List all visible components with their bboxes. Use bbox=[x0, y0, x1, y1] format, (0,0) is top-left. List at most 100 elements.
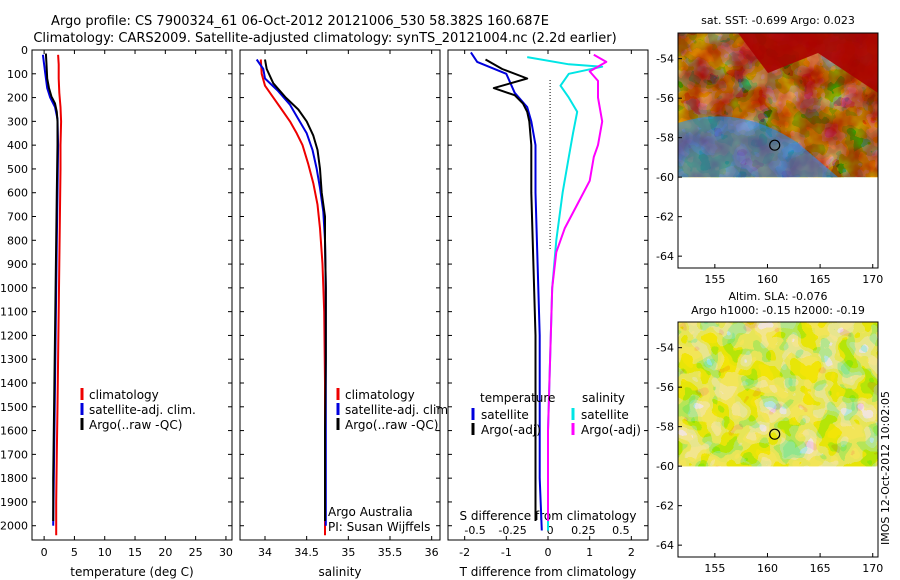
legend-title-temperature: temperature bbox=[480, 391, 555, 405]
sst-cold-region bbox=[678, 116, 838, 178]
temperature-plot-frame bbox=[31, 49, 233, 541]
temperature-xtick-label: 5 bbox=[71, 546, 78, 559]
sla-field-texture bbox=[678, 322, 878, 467]
temperature-profile-panel: 0100200300400500600700800900100011001200… bbox=[0, 44, 233, 579]
sst-map-panel: -54 -56 -58 -60 -62 -64 155 160 165 170 sat. SST: … bbox=[656, 14, 883, 286]
salinity-legend-label: climatology bbox=[345, 388, 415, 402]
temperature-series-line bbox=[44, 53, 59, 521]
depth-tick-label: 400 bbox=[7, 139, 28, 152]
difference-legend-label: satellite bbox=[581, 408, 629, 422]
difference-xtick-label: 2 bbox=[628, 546, 635, 559]
difference-series-line bbox=[470, 51, 543, 531]
title-line-2: Climatology: CARS2009. Satellite-adjuste… bbox=[33, 31, 616, 46]
difference-xtick-label: 0 bbox=[545, 546, 552, 559]
depth-tick-label: 1300 bbox=[0, 353, 28, 366]
sst-map-xtick-label: 165 bbox=[810, 273, 831, 286]
temperature-xtick-label: 15 bbox=[128, 546, 142, 559]
temperature-legend-label: Argo(..raw -QC) bbox=[89, 418, 182, 432]
depth-tick-label: 100 bbox=[7, 68, 28, 81]
salinity-legend-label: Argo(..raw -QC) bbox=[345, 418, 438, 432]
depth-tick-label: 1200 bbox=[0, 329, 28, 342]
sst-warm-region bbox=[678, 33, 878, 93]
salinity-series-line bbox=[259, 59, 326, 536]
depth-tick-label: 1800 bbox=[0, 472, 28, 485]
depth-tick-label: 200 bbox=[7, 92, 28, 105]
salinity-xtick-label: 36 bbox=[425, 546, 439, 559]
salinity-xtick-label: 34 bbox=[258, 546, 272, 559]
salinity-diff-tick-label: -0.25 bbox=[498, 524, 526, 537]
sla-map-xtick-label: 160 bbox=[757, 562, 778, 575]
depth-tick-label: 2000 bbox=[0, 520, 28, 533]
sla-map-ytick-label: -60 bbox=[656, 460, 674, 473]
timestamp-stamp: IMOS 12-Oct-2012 10:02:05 bbox=[879, 391, 892, 545]
sst-map-frame bbox=[677, 32, 879, 269]
salinity-xlabel: salinity bbox=[318, 565, 361, 579]
salinity-legend-label: satellite-adj. clim. bbox=[345, 403, 452, 417]
temperature-xtick-label: 20 bbox=[158, 546, 172, 559]
depth-tick-label: 1900 bbox=[0, 496, 28, 509]
sla-map-xtick-label: 155 bbox=[704, 562, 725, 575]
difference-series-line bbox=[547, 53, 608, 521]
depth-tick-label: 0 bbox=[21, 44, 28, 57]
temperature-legend-label: satellite-adj. clim. bbox=[89, 403, 196, 417]
sst-map-ytick-label: -64 bbox=[656, 250, 674, 263]
sst-map-xtick-label: 155 bbox=[704, 273, 725, 286]
salinity-diff-tick-label: -0.5 bbox=[464, 524, 485, 537]
difference-profile-panel: -2 -1 0 1 2 T difference from climatology -0.5… bbox=[447, 49, 649, 579]
sla-map-xtick-label: 170 bbox=[862, 562, 883, 575]
sla-map-title: Altim. SLA: -0.076 bbox=[728, 290, 827, 303]
salinity-diff-tick-label: 0 bbox=[547, 524, 554, 537]
sla-map-panel: -54 -56 -58 -60 -62 -64 155 160 165 170 Altim. SLA… bbox=[656, 290, 883, 575]
depth-tick-label: 1500 bbox=[0, 401, 28, 414]
argo-position-marker bbox=[769, 428, 781, 440]
sla-map-ytick-label: -54 bbox=[656, 342, 674, 355]
depth-tick-label: 1700 bbox=[0, 448, 28, 461]
difference-legend-label: satellite bbox=[481, 408, 529, 422]
temperature-legend-label: climatology bbox=[89, 388, 159, 402]
salinity-profile-panel: 34 34.5 35 35.5 36 salinity climatologysatelli… bbox=[239, 49, 452, 579]
sla-map-ytick-label: -62 bbox=[656, 500, 674, 513]
temperature-xlabel: temperature (deg C) bbox=[70, 565, 193, 579]
depth-tick-label: 600 bbox=[7, 187, 28, 200]
sst-map-xtick-label: 160 bbox=[757, 273, 778, 286]
difference-legend-label: Argo(-adj) bbox=[481, 423, 541, 437]
sla-map-subtitle: Argo h1000: -0.15 h2000: -0.19 bbox=[691, 304, 865, 317]
sla-map-xtick-label: 165 bbox=[810, 562, 831, 575]
float-attribution-text: PI: Susan Wijffels bbox=[328, 520, 430, 534]
temperature-xtick-label: 25 bbox=[189, 546, 203, 559]
sst-map-title: sat. SST: -0.699 Argo: 0.023 bbox=[701, 14, 855, 27]
salinity-xtick-label: 35.5 bbox=[378, 546, 403, 559]
depth-tick-label: 1100 bbox=[0, 306, 28, 319]
depth-tick-label: 700 bbox=[7, 211, 28, 224]
sst-map-ytick-label: -54 bbox=[656, 53, 674, 66]
temperature-xtick-label: 30 bbox=[219, 546, 233, 559]
sst-map-ytick-label: -56 bbox=[656, 92, 674, 105]
depth-tick-label: 1000 bbox=[0, 282, 28, 295]
temperature-xtick-label: 10 bbox=[98, 546, 112, 559]
depth-tick-label: 500 bbox=[7, 163, 28, 176]
difference-xtick-label: -2 bbox=[459, 546, 470, 559]
sla-map-ytick-label: -56 bbox=[656, 381, 674, 394]
salinity-series-line bbox=[264, 59, 327, 521]
difference-xlabel: T difference from climatology bbox=[459, 565, 637, 579]
sla-map-frame bbox=[677, 321, 879, 558]
depth-tick-label: 1600 bbox=[0, 425, 28, 438]
salinity-xtick-label: 34.5 bbox=[294, 546, 319, 559]
salinity-plot-frame bbox=[239, 49, 441, 541]
float-attribution-text: Argo Australia bbox=[328, 505, 413, 519]
temperature-series-line bbox=[55, 54, 63, 536]
sst-map-xtick-label: 170 bbox=[862, 273, 883, 286]
salinity-xtick-label: 35 bbox=[341, 546, 355, 559]
salinity-diff-tick-label: 0.25 bbox=[571, 524, 596, 537]
depth-tick-label: 1400 bbox=[0, 377, 28, 390]
depth-tick-label: 900 bbox=[7, 258, 28, 271]
difference-series-line bbox=[485, 58, 537, 521]
difference-xtick-label: -1 bbox=[501, 546, 512, 559]
temperature-xtick-label: 0 bbox=[41, 546, 48, 559]
sst-map-ytick-label: -62 bbox=[656, 211, 674, 224]
sst-map-ytick-label: -58 bbox=[656, 132, 674, 145]
salinity-diff-tick-label: 0.5 bbox=[612, 524, 630, 537]
argo-position-marker bbox=[769, 139, 781, 151]
sla-map-ytick-label: -58 bbox=[656, 421, 674, 434]
